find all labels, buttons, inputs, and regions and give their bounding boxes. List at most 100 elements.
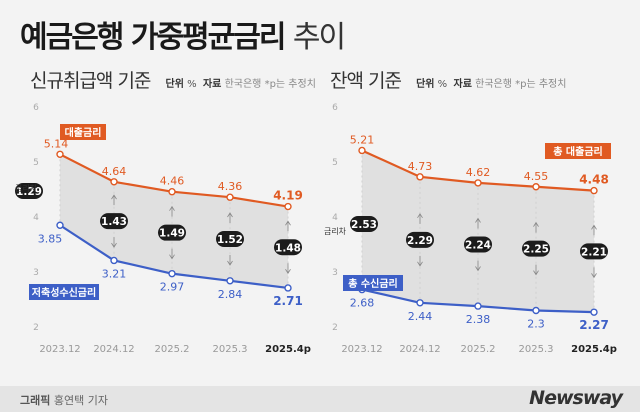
x-tick-label: 2025.3 <box>213 344 248 355</box>
gap-bubble-value: 2.24 <box>465 240 491 252</box>
loan-rate-point <box>226 193 234 201</box>
newsway-logo: Newsway <box>529 387 623 409</box>
panel-header-new: 신규취급액 기준 단위 % 자료 한국은행 *p는 추정치 <box>30 66 316 93</box>
y-tick-label: 2 <box>33 323 39 333</box>
gap-bubble <box>522 240 550 257</box>
gap-axis-label: 금리차 <box>324 227 347 236</box>
y-tick-label: 5 <box>332 158 338 168</box>
loan-rate-point <box>474 179 482 187</box>
loan-rate-value-label: 4.73 <box>408 160 433 173</box>
deposit-rate-value-label: 2.84 <box>218 288 243 301</box>
gap-arrow <box>417 213 423 267</box>
panel-meta: 단위 % 자료 한국은행 *p는 추정치 <box>416 79 567 90</box>
deposit-series-name: 저축성수신금리 <box>32 286 96 299</box>
gap-bubble-value: 2.29 <box>407 235 433 247</box>
y-tick-label: 5 <box>33 158 39 168</box>
y-tick-label: 4 <box>332 213 338 223</box>
gap-bubble-value: 1.52 <box>217 234 243 246</box>
gap-bubble-value: 1.43 <box>101 216 127 228</box>
loan-rate-value-label: 4.36 <box>218 180 243 193</box>
deposit-rate-point <box>416 299 424 307</box>
y-tick-label: 3 <box>33 268 39 278</box>
gap-bubble-value: 1.49 <box>159 228 185 240</box>
gap-bubble-value: 2.21 <box>581 246 607 258</box>
y-tick-label: 2 <box>332 323 338 333</box>
deposit-series-name: 총 수신금리 <box>348 277 397 290</box>
gap-arrow <box>475 217 481 272</box>
loan-series-name: 총 대출금리 <box>553 145 602 158</box>
loan-series-tag <box>545 143 611 159</box>
gap-bubble <box>216 231 244 247</box>
loan-rate-point <box>416 173 424 181</box>
panel-header-balance: 잔액 기준 단위 % 자료 한국은행 *p는 추정치 <box>330 66 566 93</box>
loan-rate-point <box>56 150 64 159</box>
loan-series-name: 대출금리 <box>65 126 102 139</box>
deposit-rate-value-label: 2.68 <box>350 297 375 310</box>
gap-bubble <box>100 213 128 230</box>
panel-meta: 단위 % 자료 한국은행 *p는 추정치 <box>165 79 316 90</box>
y-tick-label: 6 <box>332 103 338 113</box>
deposit-rate-point <box>110 256 118 265</box>
gap-bubble-value: 1.29 <box>16 186 42 198</box>
x-tick-label: 2025.4p <box>265 344 311 355</box>
gap-bubble <box>158 224 186 241</box>
x-tick-label: 2024.12 <box>399 344 440 355</box>
deposit-rate-value-label: 2.97 <box>160 281 185 294</box>
gap-bubble <box>15 183 43 199</box>
deposit-rate-point <box>474 302 482 310</box>
gap-axis-label: 금리차 <box>15 184 38 193</box>
x-tick-label: 2025.2 <box>461 344 496 355</box>
x-tick-label: 2023.12 <box>39 344 80 355</box>
deposit-series-tag <box>29 284 99 300</box>
footer: 그래픽 홍연택 기자 Newsway <box>0 386 640 412</box>
x-tick-label: 2025.2 <box>155 344 190 355</box>
loan-rate-value-label: 4.62 <box>466 166 491 179</box>
gap-bubble <box>406 231 434 248</box>
gap-bubble <box>350 216 378 232</box>
deposit-rate-value-label: 3.21 <box>102 267 127 280</box>
gap-bubble-value: 2.53 <box>351 219 377 231</box>
gap-bubble <box>580 243 608 260</box>
deposit-rate-value-label: 2.3 <box>527 318 545 331</box>
panel-title: 잔액 기준 <box>330 70 402 92</box>
y-tick-label: 3 <box>332 268 338 278</box>
y-tick-label: 6 <box>33 103 39 113</box>
loan-rate-point <box>358 146 366 155</box>
loan-rate-point <box>168 187 176 196</box>
gap-arrow <box>591 224 597 279</box>
deposit-rate-value-label: 2.38 <box>466 313 491 326</box>
deposit-rate-value-label: 2.44 <box>408 310 433 323</box>
loan-rate-value-label: 4.64 <box>102 165 127 178</box>
x-tick-label: 2023.12 <box>341 344 382 355</box>
deposit-rate-point <box>168 269 176 278</box>
loan-rate-value-label: 4.19 <box>273 189 303 203</box>
x-tick-label: 2024.12 <box>93 344 134 355</box>
gap-arrow <box>285 220 291 275</box>
deposit-rate-value-label: 3.85 <box>38 232 63 245</box>
loan-rate-value-label: 4.46 <box>160 175 185 188</box>
credit-line: 그래픽 홍연택 기자 <box>20 394 108 407</box>
deposit-rate-point <box>56 221 64 229</box>
gap-arrow <box>533 221 539 276</box>
deposit-rate-point <box>226 277 234 285</box>
deposit-rate-point <box>590 308 598 316</box>
x-tick-label: 2025.4p <box>571 344 617 355</box>
loan-rate-value-label: 5.14 <box>44 137 69 150</box>
gap-area <box>60 154 288 288</box>
gap-bubble <box>464 236 492 253</box>
loan-rate-point <box>590 186 598 195</box>
gap-bubble-value: 1.48 <box>275 242 301 254</box>
page-title: 예금은행 가중평균금리 추이 <box>20 20 346 55</box>
loan-series-tag <box>60 124 106 140</box>
gap-arrow <box>169 205 175 260</box>
y-tick-label: 4 <box>33 213 39 223</box>
deposit-rate-value-label: 2.71 <box>273 294 303 308</box>
deposit-rate-point <box>532 306 540 315</box>
loan-rate-value-label: 5.21 <box>350 133 375 146</box>
loan-rate-value-label: 4.55 <box>524 170 549 183</box>
loan-rate-point <box>110 178 118 186</box>
deposit-rate-point <box>284 284 292 292</box>
deposit-rate-value-label: 2.27 <box>579 318 609 332</box>
deposit-series-tag <box>343 275 403 291</box>
